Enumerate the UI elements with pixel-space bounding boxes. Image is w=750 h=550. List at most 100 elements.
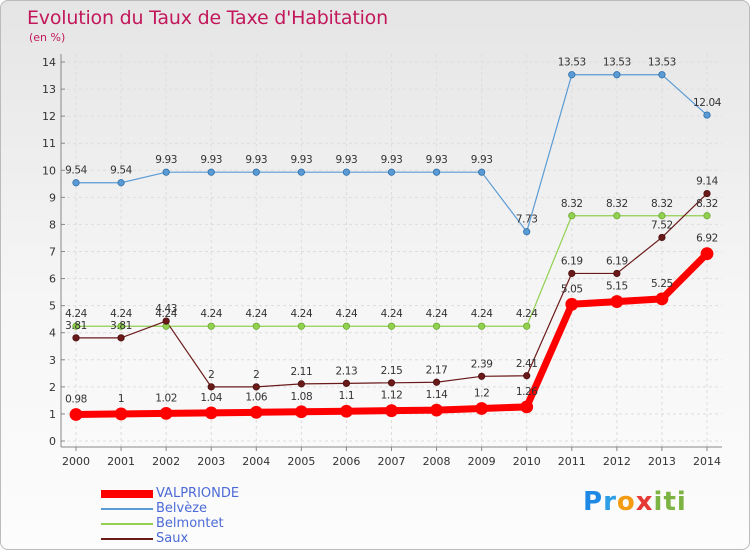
data-point-saux bbox=[432, 378, 441, 386]
legend-swatch-belveze bbox=[101, 508, 153, 510]
data-point-belveze bbox=[117, 179, 125, 187]
data-point-valprionde bbox=[385, 404, 398, 418]
data-point-belveze bbox=[342, 168, 351, 176]
proxiti-logo: Proxiti bbox=[583, 487, 687, 517]
data-label-belveze: 13.53 bbox=[648, 57, 676, 69]
data-point-saux bbox=[207, 383, 215, 391]
data-point-belmontet bbox=[478, 322, 486, 330]
x-tick-label: 2008 bbox=[423, 455, 451, 468]
data-label-saux: 2.39 bbox=[471, 358, 493, 370]
data-point-belveze bbox=[252, 168, 260, 176]
data-point-belveze bbox=[703, 111, 711, 119]
grid bbox=[61, 54, 722, 447]
y-tick-label: 2 bbox=[49, 381, 56, 394]
legend-label-valprionde: VALPRIONDE bbox=[156, 486, 240, 501]
data-label-valprionde: 1.14 bbox=[426, 389, 448, 401]
data-label-belveze: 9.93 bbox=[471, 154, 493, 166]
y-tick-label: 14 bbox=[42, 56, 56, 69]
data-point-belmontet bbox=[297, 322, 305, 330]
data-point-belmontet bbox=[387, 322, 396, 330]
data-label-saux: 2.17 bbox=[426, 364, 448, 376]
data-point-saux bbox=[162, 317, 170, 325]
data-point-belmontet bbox=[117, 322, 125, 330]
data-label-saux: 6.19 bbox=[606, 255, 628, 267]
legend-swatch-saux bbox=[101, 538, 153, 540]
data-point-valprionde bbox=[610, 295, 624, 308]
data-label-belmontet: 4.24 bbox=[155, 308, 177, 320]
data-point-belmontet bbox=[568, 212, 576, 220]
data-label-belmontet: 4.24 bbox=[200, 308, 222, 320]
data-point-valprionde bbox=[204, 406, 218, 420]
data-label-belveze: 9.93 bbox=[381, 154, 403, 166]
data-label-belveze: 9.54 bbox=[110, 165, 132, 177]
data-label-belmontet: 4.24 bbox=[426, 308, 448, 320]
y-tick-label: 12 bbox=[42, 110, 56, 123]
data-label-saux: 3.81 bbox=[65, 320, 87, 332]
data-label-saux: 9.14 bbox=[696, 176, 718, 188]
data-point-saux bbox=[387, 379, 396, 387]
data-label-valprionde: 1.02 bbox=[155, 392, 177, 404]
y-tick-label: 0 bbox=[49, 435, 56, 448]
data-point-belveze bbox=[162, 168, 170, 176]
data-label-saux: 2.15 bbox=[381, 365, 403, 377]
data-label-saux: 7.52 bbox=[651, 219, 673, 231]
data-label-valprionde: 1.1 bbox=[339, 390, 355, 402]
x-tick-label: 2011 bbox=[558, 455, 586, 468]
data-label-belmontet: 8.32 bbox=[606, 198, 628, 210]
y-tick-label: 6 bbox=[49, 273, 56, 286]
data-point-belveze bbox=[658, 71, 666, 79]
x-tick-label: 2012 bbox=[603, 455, 631, 468]
data-label-belmontet: 4.24 bbox=[516, 308, 538, 320]
data-point-belveze bbox=[297, 168, 305, 176]
data-point-saux bbox=[72, 334, 80, 342]
data-point-belmontet bbox=[523, 322, 531, 330]
data-label-belmontet: 8.32 bbox=[696, 198, 718, 210]
data-label-belmontet: 4.24 bbox=[65, 308, 87, 320]
x-tick-label: 2010 bbox=[513, 455, 541, 468]
data-point-belmontet bbox=[658, 212, 666, 220]
data-label-belveze: 9.93 bbox=[245, 154, 267, 166]
data-label-belveze: 13.53 bbox=[603, 57, 631, 69]
y-tick-label: 8 bbox=[49, 218, 56, 231]
data-point-valprionde bbox=[114, 407, 128, 421]
x-tick-label: 2013 bbox=[648, 455, 676, 468]
y-tick-label: 4 bbox=[49, 327, 56, 340]
data-point-saux bbox=[297, 380, 305, 388]
data-label-belveze: 12.04 bbox=[693, 97, 722, 109]
data-point-belmontet bbox=[252, 322, 260, 330]
data-label-saux: 6.19 bbox=[561, 255, 583, 267]
data-label-saux: 4.43 bbox=[155, 303, 177, 315]
data-point-belveze bbox=[72, 179, 80, 187]
legend-label-saux: Saux bbox=[156, 531, 189, 546]
data-labels: 9.54 9.54 9.93 9.93 9.93 9.93 9.93 9.93 9.93 9.93… bbox=[65, 57, 722, 406]
data-point-saux bbox=[613, 269, 621, 278]
data-point-saux bbox=[478, 372, 486, 380]
data-label-saux: 2.11 bbox=[290, 366, 312, 378]
data-label-saux: 2.41 bbox=[516, 358, 538, 370]
data-point-valprionde bbox=[475, 402, 489, 415]
data-label-belveze: 13.53 bbox=[558, 57, 586, 69]
data-point-valprionde bbox=[430, 403, 443, 417]
data-point-belmontet bbox=[72, 322, 80, 330]
data-label-belmontet: 4.24 bbox=[110, 308, 132, 320]
data-point-belmontet bbox=[703, 212, 711, 220]
data-point-belveze bbox=[432, 168, 441, 176]
data-label-belmontet: 4.24 bbox=[336, 308, 358, 320]
data-label-valprionde: 1.2 bbox=[474, 388, 490, 400]
x-tick-label: 2014 bbox=[693, 455, 721, 468]
data-point-belmontet bbox=[432, 322, 441, 330]
data-point-belveze bbox=[478, 168, 486, 176]
x-tick-label: 2001 bbox=[107, 455, 135, 468]
data-label-valprionde: 1.04 bbox=[200, 392, 222, 404]
data-point-valprionde bbox=[565, 297, 579, 311]
data-label-valprionde: 0.98 bbox=[65, 393, 87, 405]
legend-swatch-belmontet bbox=[101, 523, 153, 525]
x-tick-label: 2003 bbox=[197, 455, 225, 468]
y-tick-label: 10 bbox=[42, 164, 56, 177]
data-label-saux: 2 bbox=[253, 369, 259, 381]
y-tick-label: 5 bbox=[49, 300, 56, 313]
data-label-belmontet: 4.24 bbox=[471, 308, 493, 320]
data-label-belveze: 7.73 bbox=[516, 214, 538, 226]
data-point-valprionde bbox=[294, 405, 308, 419]
